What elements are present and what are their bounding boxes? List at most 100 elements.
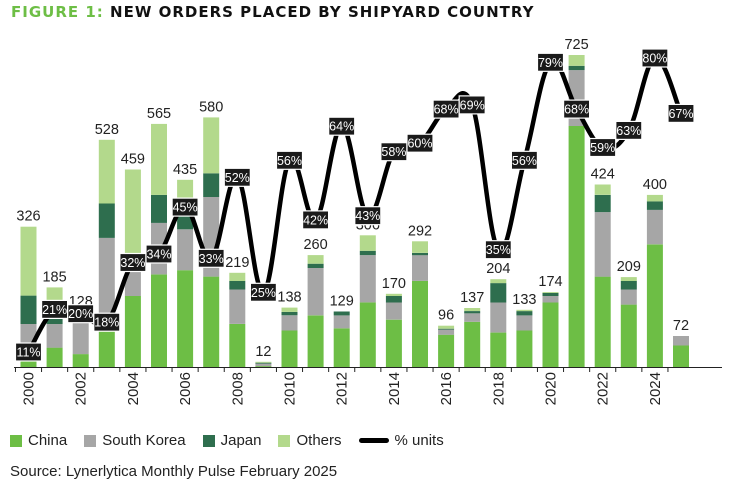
bar-south-korea-2024 <box>646 209 663 245</box>
legend-item-units: % units <box>358 432 444 449</box>
bar-china-2018 <box>490 332 507 367</box>
pct-badge-box <box>589 137 617 158</box>
total-label-2003: 528 <box>95 122 119 138</box>
bar-others-2003 <box>98 139 115 204</box>
x-tick-label-2024: 2024 <box>647 372 664 405</box>
bar-others-2016 <box>438 325 455 329</box>
pct-label-2014: 58% <box>381 145 406 159</box>
total-labels: 3261851285284595654355802191213826012930… <box>16 37 689 360</box>
bar-china-2019 <box>516 330 533 367</box>
total-label-2006: 435 <box>173 162 197 178</box>
pct-badge-2013: 43% <box>354 206 382 226</box>
total-label-2017: 137 <box>460 290 484 306</box>
pct-badge-2020: 79% <box>536 52 565 72</box>
pct-label-2022: 59% <box>590 141 615 155</box>
bar-china-2024 <box>646 244 663 367</box>
pct-label-2004: 32% <box>120 256 145 270</box>
bar-japan-2024 <box>646 201 663 210</box>
bar-south-korea-2003 <box>98 237 115 322</box>
total-label-2022: 424 <box>591 167 615 183</box>
pct-label-2011: 42% <box>303 213 328 227</box>
bar-others-2023 <box>620 277 637 281</box>
pct-badge-box <box>328 116 356 136</box>
bar-south-korea-2014 <box>385 302 402 320</box>
total-label-2018: 204 <box>486 261 510 277</box>
bar-china-2022 <box>594 276 611 367</box>
bar-south-korea-2010 <box>281 315 298 331</box>
pct-badge-2000: 11% <box>14 342 43 362</box>
pct-label-2008: 52% <box>225 171 250 185</box>
bar-others-2000 <box>20 226 37 296</box>
x-tick-label-2002: 2002 <box>73 372 90 405</box>
pct-label-2007: 33% <box>199 252 224 266</box>
x-tick-label-2016: 2016 <box>438 372 455 405</box>
bar-china-2025 <box>673 345 689 367</box>
total-label-2015: 292 <box>408 223 432 239</box>
bar-china-2013 <box>359 302 376 367</box>
x-tick-label-2008: 2008 <box>229 372 246 405</box>
bar-others-2007 <box>203 117 220 174</box>
bar-south-korea-2012 <box>333 315 350 329</box>
figure-label: FIGURE 1: <box>11 3 104 21</box>
pct-badge-box <box>145 244 173 264</box>
chart-title: FIGURE 1: NEW ORDERS PLACED BY SHIPYARD … <box>11 3 534 21</box>
pct-badge-2014: 58% <box>380 142 408 162</box>
bar-china-2002 <box>72 354 89 367</box>
pct-badge-box <box>249 282 277 302</box>
legend-item-others: Others <box>278 432 342 449</box>
pct-badge-2010: 56% <box>275 150 304 170</box>
bar-japan-2016 <box>438 328 455 330</box>
bar-china-2009 <box>255 366 272 367</box>
pct-badges: 11% 21% 20%18% 32%34% 45% 33% 52% 25% 56% 42% 64% 4… <box>14 48 695 362</box>
bar-others-2005 <box>151 123 167 195</box>
total-label-2012: 129 <box>330 294 354 310</box>
title-text: NEW ORDERS PLACED BY SHIPYARD COUNTRY <box>110 3 535 21</box>
bar-china-2003 <box>98 321 115 367</box>
bar-others-2015 <box>412 241 428 253</box>
x-tick-label-2004: 2004 <box>125 372 142 405</box>
bar-others-2018 <box>490 279 507 284</box>
bar-china-2006 <box>177 270 194 367</box>
total-label-2021: 725 <box>564 37 588 53</box>
pct-badge-box <box>536 52 565 72</box>
bar-japan-2013 <box>359 250 376 256</box>
pct-badge-box <box>302 210 330 230</box>
total-label-2005: 565 <box>147 106 171 122</box>
bar-others-2020 <box>542 292 559 293</box>
x-axis <box>14 367 722 372</box>
bar-others-2004 <box>124 169 141 258</box>
total-label-2009: 12 <box>255 344 271 360</box>
bar-others-2024 <box>646 194 663 202</box>
bar-south-korea-2008 <box>229 289 246 324</box>
pct-badge-2016: 68% <box>432 99 460 119</box>
bar-south-korea-2025 <box>673 336 689 346</box>
legend-label: China <box>28 432 68 449</box>
pct-label-2013: 43% <box>355 209 380 223</box>
bar-south-korea-2009 <box>255 363 272 367</box>
legend-label: Japan <box>220 432 262 449</box>
bar-china-2008 <box>229 324 246 367</box>
bar-japan-2012 <box>333 311 350 316</box>
pct-label-2006: 45% <box>173 201 198 215</box>
pct-badge-2008: 52% <box>223 167 251 187</box>
pct-badge-2006: 45% <box>171 197 199 217</box>
bar-japan-2020 <box>542 293 559 296</box>
pct-badge-2018: 35% <box>484 240 512 260</box>
bar-china-2015 <box>412 280 428 367</box>
pct-badge-box <box>354 206 382 226</box>
legend-item-japan: Japan <box>202 432 262 449</box>
total-label-2000: 326 <box>16 209 40 225</box>
total-label-2025: 72 <box>673 318 689 334</box>
pct-label-2019: 56% <box>512 154 537 168</box>
total-label-2004: 459 <box>121 152 145 168</box>
pct-label-2015: 60% <box>407 137 432 151</box>
legend-line-swatch <box>358 438 389 443</box>
legend: China South Korea Japan Others % units <box>10 432 461 449</box>
total-label-2020: 174 <box>538 274 562 290</box>
legend-item-china: China <box>10 432 67 449</box>
pct-badge-box <box>615 120 643 141</box>
legend-swatch <box>10 434 22 447</box>
pct-badge-2007: 33% <box>197 248 225 268</box>
bar-others-2022 <box>594 184 611 195</box>
bar-japan-2005 <box>151 194 167 223</box>
